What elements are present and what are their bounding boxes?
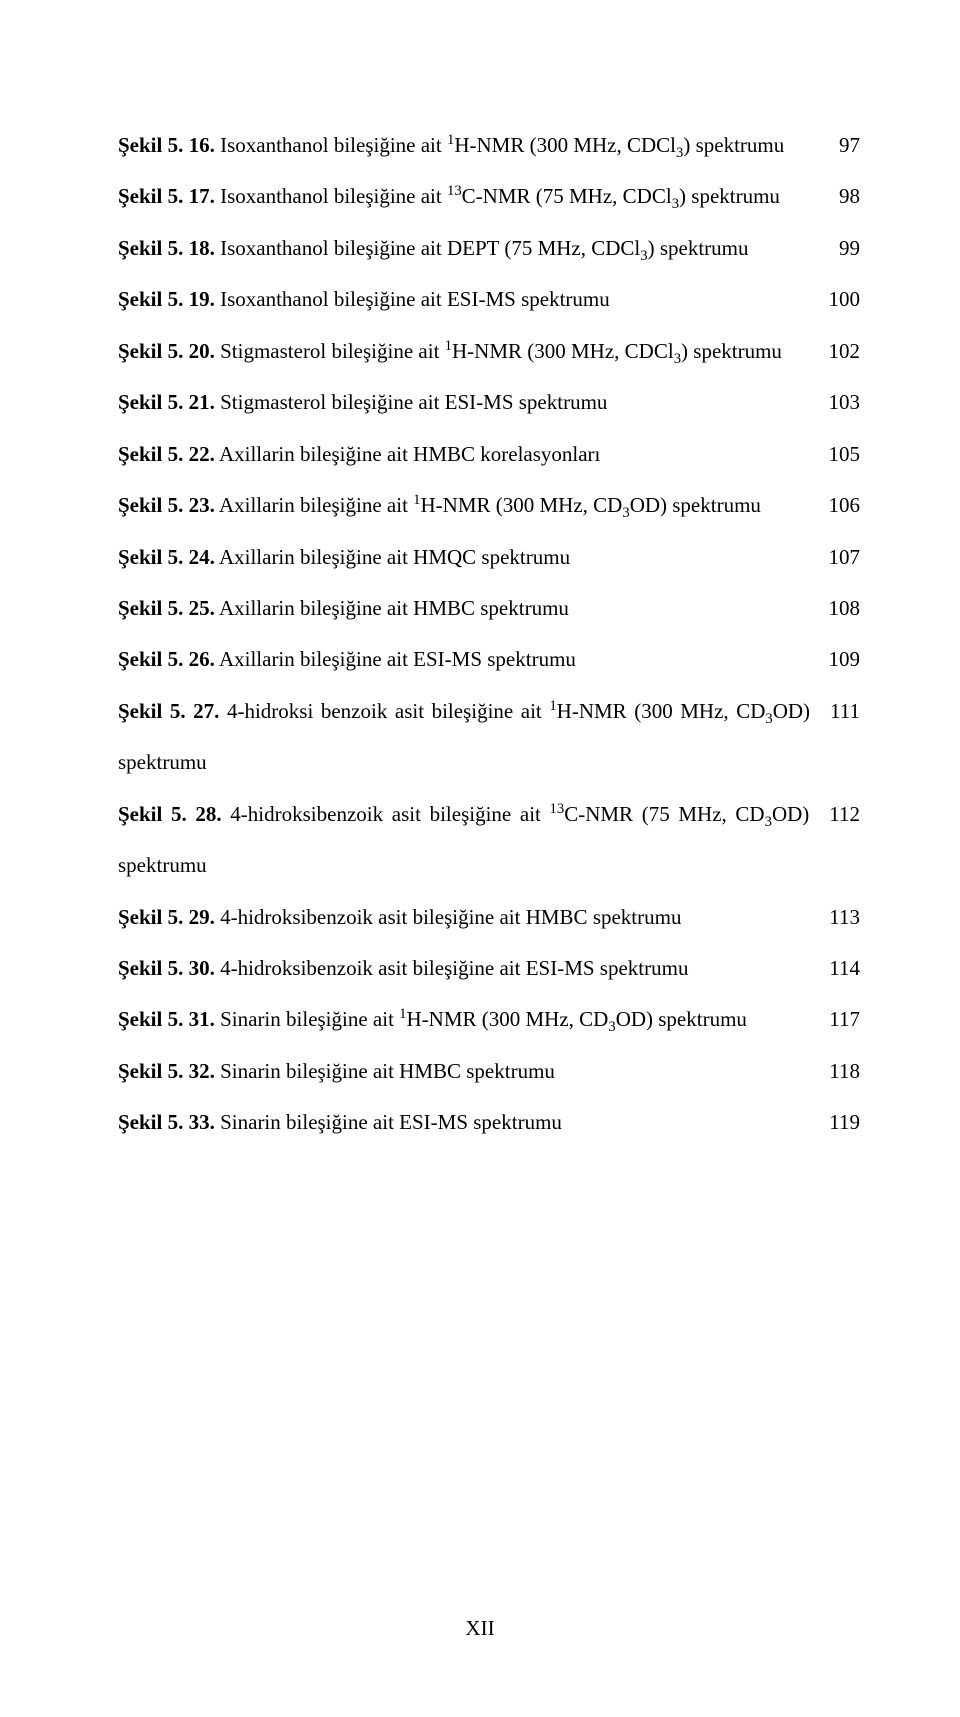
figure-entry-text: Şekil 5. 29. 4-hidroksibenzoik asit bile…	[118, 892, 809, 943]
document-page: Şekil 5. 16. Isoxanthanol bileşiğine ait…	[0, 0, 960, 1717]
figure-entry-page: 108	[809, 583, 861, 634]
figure-entry-description: Axillarin bileşiğine ait 1H-NMR (300 MHz…	[215, 493, 761, 517]
figure-entry-page: 98	[819, 171, 860, 222]
figure-entry: Şekil 5. 26. Axillarin bileşiğine ait ES…	[118, 634, 860, 685]
figure-entry: Şekil 5. 25. Axillarin bileşiğine ait HM…	[118, 583, 860, 634]
figure-entry-label: Şekil 5. 31.	[118, 1007, 215, 1031]
figure-entry-description: 4-hidroksi benzoik asit bileşiğine ait 1…	[118, 699, 810, 774]
figure-entry-text: Şekil 5. 19. Isoxanthanol bileşiğine ait…	[118, 274, 809, 325]
figure-entry: Şekil 5. 17. Isoxanthanol bileşiğine ait…	[118, 171, 860, 222]
figure-entry: Şekil 5. 24. Axillarin bileşiğine ait HM…	[118, 532, 860, 583]
figure-entry: Şekil 5. 23. Axillarin bileşiğine ait 1H…	[118, 480, 860, 531]
figure-entry-description: Isoxanthanol bileşiğine ait ESI-MS spekt…	[215, 287, 610, 311]
figure-entry-description: Sinarin bileşiğine ait HMBC spektrumu	[215, 1059, 555, 1083]
figure-entry: Şekil 5. 28. 4-hidroksibenzoik asit bile…	[118, 789, 860, 892]
figure-entry-page: 107	[809, 532, 861, 583]
figure-entry-description: Axillarin bileşiğine ait HMQC spektrumu	[215, 545, 570, 569]
figure-entry-description: Axillarin bileşiğine ait ESI-MS spektrum…	[215, 647, 576, 671]
figure-entry-page: 118	[809, 1046, 860, 1097]
figure-entry: Şekil 5. 20. Stigmasterol bileşiğine ait…	[118, 326, 860, 377]
figure-entry-label: Şekil 5. 25.	[118, 596, 215, 620]
figure-entry-description: Sinarin bileşiğine ait ESI-MS spektrumu	[215, 1110, 562, 1134]
figure-entry-text: Şekil 5. 26. Axillarin bileşiğine ait ES…	[118, 634, 809, 685]
figure-entry-description: 4-hidroksibenzoik asit bileşiğine ait ES…	[215, 956, 689, 980]
figure-entry-text: Şekil 5. 30. 4-hidroksibenzoik asit bile…	[118, 943, 809, 994]
figure-entry-page: 119	[809, 1097, 860, 1148]
figure-entry-text: Şekil 5. 31. Sinarin bileşiğine ait 1H-N…	[118, 994, 809, 1045]
figure-entry: Şekil 5. 18. Isoxanthanol bileşiğine ait…	[118, 223, 860, 274]
figure-entry-description: Axillarin bileşiğine ait HMBC spektrumu	[215, 596, 569, 620]
figure-entry: Şekil 5. 21. Stigmasterol bileşiğine ait…	[118, 377, 860, 428]
figure-entry: Şekil 5. 32. Sinarin bileşiğine ait HMBC…	[118, 1046, 860, 1097]
figure-entry: Şekil 5. 33. Sinarin bileşiğine ait ESI-…	[118, 1097, 860, 1148]
figure-entry-label: Şekil 5. 27.	[118, 699, 219, 723]
figure-entry-page: 100	[809, 274, 861, 325]
figure-entry-page: 113	[809, 892, 860, 943]
figure-entry-page: 105	[809, 429, 861, 480]
figure-entry: Şekil 5. 30. 4-hidroksibenzoik asit bile…	[118, 943, 860, 994]
figure-entry-text: Şekil 5. 33. Sinarin bileşiğine ait ESI-…	[118, 1097, 809, 1148]
figure-entry-text: Şekil 5. 17. Isoxanthanol bileşiğine ait…	[118, 171, 819, 222]
figure-entry-label: Şekil 5. 21.	[118, 390, 215, 414]
figure-entry-text: Şekil 5. 24. Axillarin bileşiğine ait HM…	[118, 532, 809, 583]
figure-entry-label: Şekil 5. 17.	[118, 184, 215, 208]
figure-entry-page: 103	[809, 377, 861, 428]
figure-entry-text: Şekil 5. 22. Axillarin bileşiğine ait HM…	[118, 429, 809, 480]
figure-list: Şekil 5. 16. Isoxanthanol bileşiğine ait…	[118, 120, 860, 1149]
figure-entry-description: Axillarin bileşiğine ait HMBC korelasyon…	[215, 442, 601, 466]
figure-entry-description: Sinarin bileşiğine ait 1H-NMR (300 MHz, …	[215, 1007, 747, 1031]
figure-entry-label: Şekil 5. 24.	[118, 545, 215, 569]
figure-entry-text: Şekil 5. 16. Isoxanthanol bileşiğine ait…	[118, 120, 819, 171]
figure-entry-page: 111	[810, 686, 860, 737]
figure-entry-label: Şekil 5. 30.	[118, 956, 215, 980]
figure-entry-page: 114	[809, 943, 860, 994]
figure-entry-text: Şekil 5. 23. Axillarin bileşiğine ait 1H…	[118, 480, 809, 531]
figure-entry-page: 109	[809, 634, 861, 685]
figure-entry: Şekil 5. 22. Axillarin bileşiğine ait HM…	[118, 429, 860, 480]
figure-entry-description: Isoxanthanol bileşiğine ait 1H-NMR (300 …	[215, 133, 784, 157]
figure-entry-description: Stigmasterol bileşiğine ait ESI-MS spekt…	[215, 390, 608, 414]
figure-entry-label: Şekil 5. 29.	[118, 905, 215, 929]
figure-entry-label: Şekil 5. 18.	[118, 236, 215, 260]
figure-entry-label: Şekil 5. 26.	[118, 647, 215, 671]
figure-entry-label: Şekil 5. 20.	[118, 339, 215, 363]
figure-entry: Şekil 5. 16. Isoxanthanol bileşiğine ait…	[118, 120, 860, 171]
figure-entry-text: Şekil 5. 32. Sinarin bileşiğine ait HMBC…	[118, 1046, 809, 1097]
figure-entry-description: 4-hidroksibenzoik asit bileşiğine ait HM…	[215, 905, 682, 929]
figure-entry-label: Şekil 5. 23.	[118, 493, 215, 517]
figure-entry: Şekil 5. 19. Isoxanthanol bileşiğine ait…	[118, 274, 860, 325]
figure-entry-page: 112	[809, 789, 860, 840]
figure-entry-text: Şekil 5. 27. 4-hidroksi benzoik asit bil…	[118, 686, 810, 789]
figure-entry-label: Şekil 5. 22.	[118, 442, 215, 466]
figure-entry-text: Şekil 5. 20. Stigmasterol bileşiğine ait…	[118, 326, 809, 377]
figure-entry-description: Isoxanthanol bileşiğine ait DEPT (75 MHz…	[215, 236, 749, 260]
figure-entry: Şekil 5. 27. 4-hidroksi benzoik asit bil…	[118, 686, 860, 789]
figure-entry-label: Şekil 5. 19.	[118, 287, 215, 311]
figure-entry-label: Şekil 5. 32.	[118, 1059, 215, 1083]
figure-entry-page: 97	[819, 120, 860, 171]
figure-entry-description: Isoxanthanol bileşiğine ait 13C-NMR (75 …	[215, 184, 780, 208]
figure-entry: Şekil 5. 31. Sinarin bileşiğine ait 1H-N…	[118, 994, 860, 1045]
figure-entry-page: 106	[809, 480, 861, 531]
figure-entry-description: Stigmasterol bileşiğine ait 1H-NMR (300 …	[215, 339, 782, 363]
figure-entry-label: Şekil 5. 33.	[118, 1110, 215, 1134]
figure-entry-page: 99	[819, 223, 860, 274]
figure-entry-page: 102	[809, 326, 861, 377]
figure-entry-label: Şekil 5. 16.	[118, 133, 215, 157]
figure-entry-text: Şekil 5. 28. 4-hidroksibenzoik asit bile…	[118, 789, 809, 892]
page-number: XII	[0, 1616, 960, 1641]
figure-entry-text: Şekil 5. 21. Stigmasterol bileşiğine ait…	[118, 377, 809, 428]
figure-entry-page: 117	[809, 994, 860, 1045]
figure-entry-label: Şekil 5. 28.	[118, 802, 222, 826]
figure-entry-description: 4-hidroksibenzoik asit bileşiğine ait 13…	[118, 802, 809, 877]
figure-entry-text: Şekil 5. 25. Axillarin bileşiğine ait HM…	[118, 583, 809, 634]
figure-entry: Şekil 5. 29. 4-hidroksibenzoik asit bile…	[118, 892, 860, 943]
figure-entry-text: Şekil 5. 18. Isoxanthanol bileşiğine ait…	[118, 223, 819, 274]
